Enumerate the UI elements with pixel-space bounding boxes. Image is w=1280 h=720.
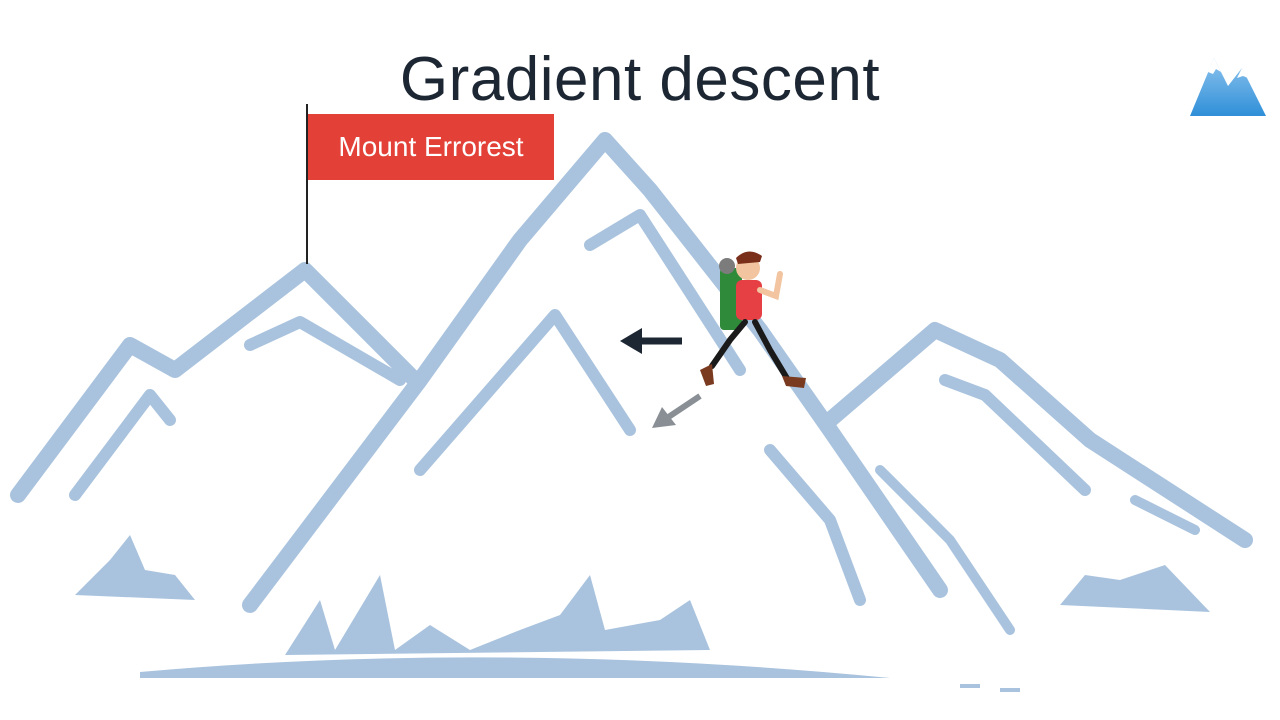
ground [140, 657, 890, 678]
left-mountain [10, 262, 423, 503]
slide-title: Gradient descent [399, 45, 881, 114]
flag-pole [306, 104, 308, 264]
right-mountain [822, 322, 1253, 548]
hiker-icon [700, 251, 806, 388]
arrow-down-left-icon [652, 393, 702, 428]
arrow-left-icon [620, 328, 682, 354]
mount-errorest-flag: Mount Errorest [308, 114, 554, 180]
mountain-logo-icon [1190, 58, 1266, 116]
main-peak [242, 132, 948, 613]
